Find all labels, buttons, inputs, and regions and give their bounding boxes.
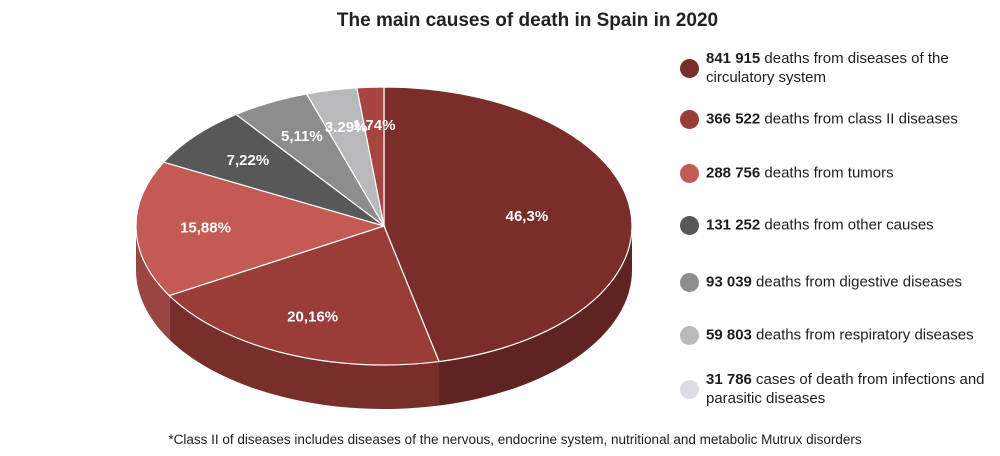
- pie-data-label-1: 20,16%: [287, 309, 338, 326]
- legend-label: deaths from respiratory diseases: [751, 326, 974, 344]
- legend-dot: [680, 380, 699, 399]
- pie-side-1: [169, 295, 440, 409]
- legend-dot: [680, 110, 699, 129]
- pie-data-label-4: 5,11%: [281, 128, 323, 145]
- chart-title: The main causes of death in Spain in 202…: [336, 10, 719, 31]
- legend-number: 59 803: [706, 326, 752, 344]
- legend-item-circulatory: 841 915 deaths from diseases of the circ…: [680, 46, 995, 90]
- pie-slice-0: [383, 86, 633, 363]
- pie-data-label-0: 46,3%: [506, 208, 549, 225]
- legend-number: 366 522: [706, 110, 761, 128]
- footnote: *Class II of diseases includes diseases …: [168, 432, 862, 447]
- legend-dot: [680, 164, 699, 183]
- legend-label: deaths from digestive diseases: [751, 273, 963, 291]
- pie-data-label-3: 7,22%: [227, 152, 270, 169]
- legend-item-other: 131 252 deaths from other causes: [680, 203, 995, 247]
- legend-dot: [680, 326, 699, 345]
- legend-label: deaths from other causes: [760, 216, 934, 234]
- legend-number: 31 786: [706, 371, 752, 388]
- legend-number: 841 915: [706, 50, 761, 67]
- pie-label-group: 46,3% 20,16% 15,88% 7,22% 5,11%3.29%1.74%: [180, 117, 548, 326]
- legend-number: 288 756: [706, 164, 761, 182]
- pie-side-0: [439, 226, 632, 406]
- legend-item-class-ii: 366 522 deaths from class II diseases: [680, 97, 995, 141]
- legend-number: 93 039: [706, 273, 752, 291]
- legend-label: deaths from diseases of the circulatory …: [706, 50, 949, 86]
- legend-dot: [680, 216, 699, 235]
- legend-item-tumors: 288 756 deaths from tumors: [680, 151, 995, 195]
- legend-label: deaths from class II diseases: [760, 110, 958, 128]
- legend-item-digestive: 93 039 deaths from digestive diseases: [680, 260, 995, 304]
- pie-side-group: [136, 226, 632, 409]
- pie-slice-1: [168, 225, 440, 366]
- pie-slice-3: [162, 113, 385, 227]
- pie-slice-2: [135, 161, 387, 297]
- legend-label: deaths from tumors: [760, 164, 894, 182]
- legend-dot: [680, 59, 699, 78]
- pie-slice-6: [356, 86, 385, 227]
- pie-side-2: [136, 226, 170, 340]
- legend-item-respiratory: 59 803 deaths from respiratory diseases: [680, 313, 995, 357]
- legend-dot: [680, 273, 699, 292]
- pie-slice-group: [135, 86, 633, 366]
- pie-chart: 46,3% 20,16% 15,88% 7,22% 5,11%3.29%1.74%: [135, 86, 633, 409]
- legend-label: cases of death from infections and paras…: [706, 371, 985, 407]
- legend-item-infections: 31 786 cases of death from infections an…: [680, 367, 995, 411]
- pie-data-label-6: 1.74%: [353, 117, 396, 134]
- pie-data-label-5: 3.29%: [325, 119, 368, 136]
- legend-number: 131 252: [706, 216, 761, 234]
- pie-data-label-2: 15,88%: [180, 219, 231, 236]
